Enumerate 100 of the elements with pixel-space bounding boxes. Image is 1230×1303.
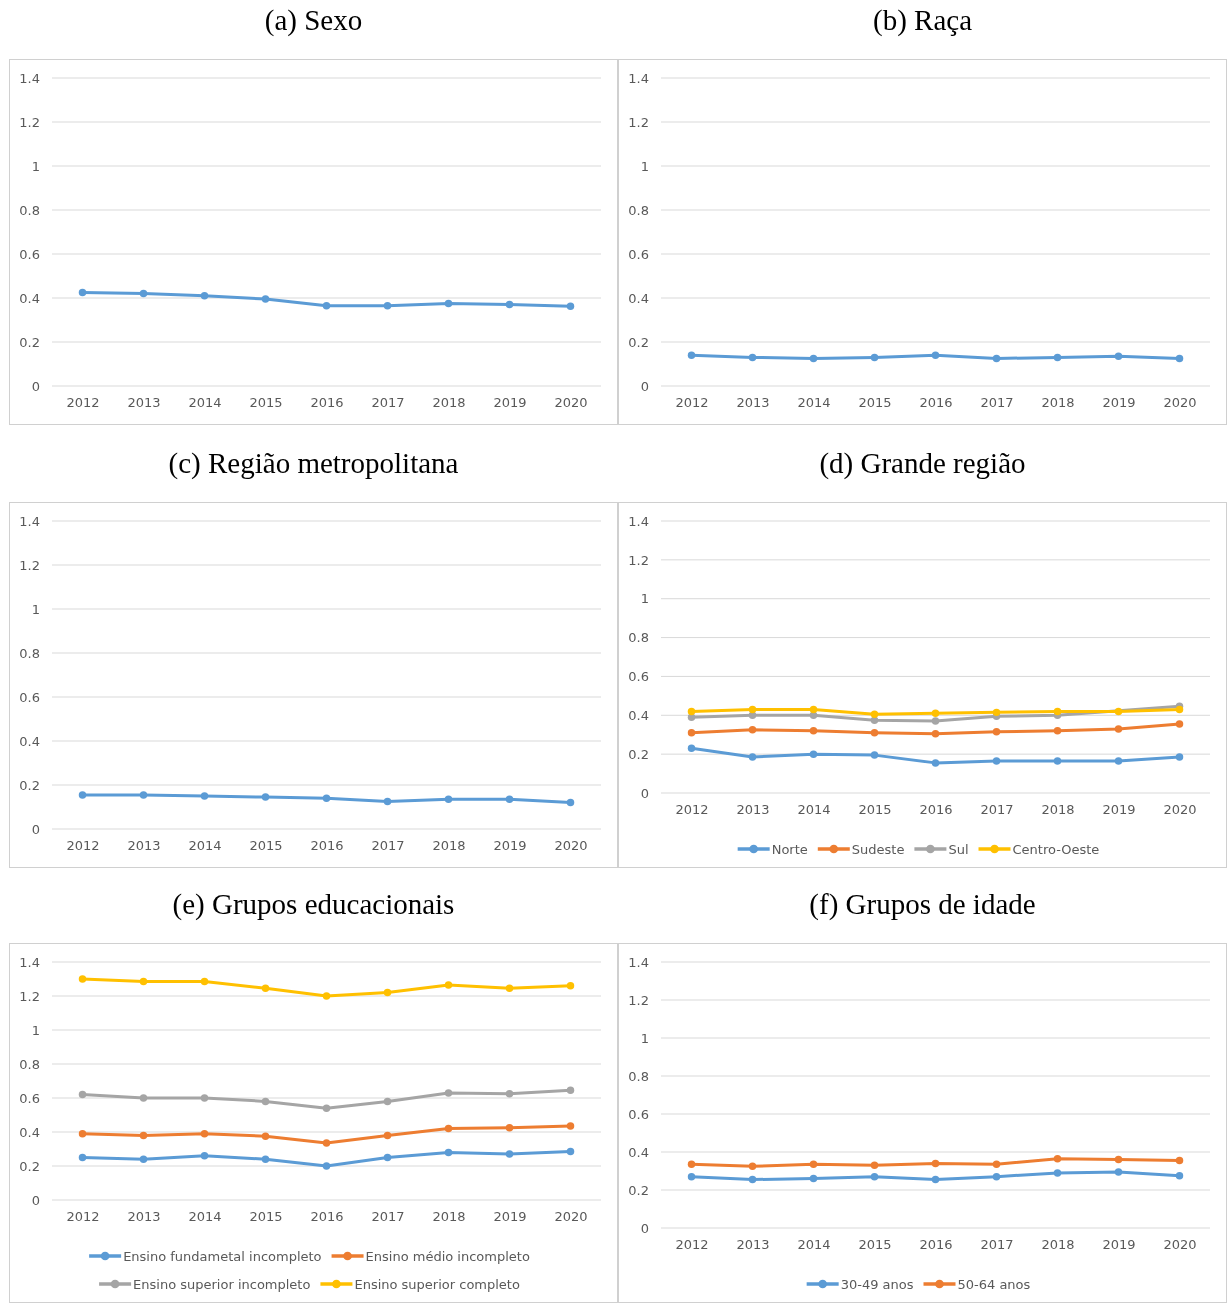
- y-tick-label: 0.4: [628, 1144, 649, 1160]
- x-tick-label: 2017: [371, 1209, 405, 1225]
- legend-label: 30-49 anos: [840, 1276, 914, 1292]
- x-tick-label: 2013: [736, 1237, 770, 1253]
- x-tick-label: 2013: [736, 395, 770, 411]
- point: [261, 295, 270, 303]
- point: [444, 795, 453, 804]
- point: [1053, 727, 1062, 735]
- point: [139, 1131, 148, 1140]
- point: [78, 1090, 87, 1099]
- y-tick-label: 0.4: [628, 290, 649, 306]
- point: [1114, 757, 1123, 765]
- point: [322, 992, 331, 1000]
- point: [383, 797, 392, 806]
- point: [261, 1097, 270, 1106]
- x-tick-label: 2018: [432, 1209, 466, 1225]
- y-tick-label: 0.8: [19, 1056, 40, 1072]
- y-tick-label: 1.4: [19, 513, 40, 529]
- point: [322, 794, 331, 802]
- legend-label: Ensino superior completo: [354, 1276, 520, 1292]
- point: [322, 1104, 331, 1112]
- y-tick-label: 1.4: [628, 954, 649, 970]
- y-tick-label: 0.2: [628, 1182, 649, 1198]
- point: [748, 726, 757, 734]
- x-tick-label: 2015: [249, 395, 283, 411]
- point: [261, 1132, 270, 1140]
- y-tick-label: 0.8: [628, 630, 649, 646]
- point: [1053, 1154, 1062, 1163]
- point: [139, 289, 148, 298]
- point: [1114, 1168, 1123, 1176]
- legend-label: 50-64 anos: [957, 1276, 1031, 1292]
- x-tick-label: 2013: [127, 395, 161, 411]
- point: [505, 1090, 514, 1098]
- y-tick-label: 0.6: [628, 669, 649, 685]
- point: [505, 984, 514, 993]
- y-tick-label: 0.2: [628, 746, 649, 762]
- x-tick-label: 2013: [127, 1209, 161, 1225]
- point: [139, 1094, 148, 1102]
- y-tick-label: 1.2: [628, 992, 649, 1008]
- point: [322, 301, 331, 310]
- y-tick-label: 0.6: [19, 1090, 40, 1106]
- point: [870, 1172, 879, 1181]
- point: [566, 1122, 575, 1130]
- y-tick-label: 1.2: [628, 552, 649, 568]
- y-tick-label: 0.8: [19, 645, 40, 661]
- y-tick-label: 0.8: [19, 202, 40, 218]
- x-tick-label: 2018: [432, 395, 466, 411]
- y-tick-label: 0.6: [19, 246, 40, 262]
- x-tick-label: 2019: [1102, 1237, 1136, 1253]
- x-tick-label: 2020: [1163, 395, 1197, 411]
- point: [139, 1155, 148, 1163]
- x-tick-label: 2019: [493, 1209, 527, 1225]
- x-tick-label: 2013: [127, 838, 161, 854]
- point: [931, 709, 940, 718]
- x-tick-label: 2017: [980, 1237, 1014, 1253]
- y-tick-label: 0: [640, 1220, 649, 1236]
- y-tick-label: 0.2: [19, 1158, 40, 1174]
- y-tick-label: 0: [31, 378, 40, 394]
- point: [566, 982, 575, 990]
- point: [870, 1161, 879, 1170]
- y-tick-label: 1.2: [19, 988, 40, 1004]
- y-tick-label: 0.2: [19, 777, 40, 793]
- point: [748, 1162, 757, 1170]
- point: [992, 757, 1001, 765]
- point: [505, 1124, 514, 1132]
- y-tick-label: 0.4: [19, 1124, 40, 1140]
- chart-title: (c) Região metropolitana: [167, 447, 460, 480]
- point: [200, 792, 209, 800]
- x-tick-label: 2016: [310, 395, 344, 411]
- point: [931, 717, 940, 725]
- x-tick-label: 2020: [554, 1209, 588, 1225]
- point: [444, 1089, 453, 1097]
- point: [809, 705, 818, 714]
- y-tick-label: 1: [31, 158, 40, 174]
- legend-label: Centro-Oeste: [1012, 841, 1100, 857]
- x-tick-label: 2013: [736, 802, 770, 818]
- x-tick-label: 2020: [1163, 802, 1197, 818]
- x-tick-label: 2016: [919, 802, 953, 818]
- point: [992, 708, 1001, 717]
- x-tick-label: 2017: [980, 802, 1014, 818]
- point: [1114, 707, 1123, 716]
- y-tick-label: 0: [31, 821, 40, 837]
- point: [687, 729, 696, 737]
- point: [322, 1162, 331, 1170]
- x-tick-label: 2017: [371, 838, 405, 854]
- chart-title: (e) Grupos educacionais: [171, 888, 456, 921]
- x-tick-label: 2018: [1041, 802, 1075, 818]
- x-tick-label: 2020: [554, 395, 588, 411]
- legend-label: Ensino superior incompleto: [133, 1276, 311, 1292]
- legend-label: Norte: [771, 841, 808, 857]
- point: [505, 1150, 514, 1158]
- y-tick-label: 0.2: [628, 334, 649, 350]
- x-tick-label: 2016: [919, 1237, 953, 1253]
- point: [566, 1147, 575, 1156]
- x-tick-label: 2012: [66, 838, 100, 854]
- point: [200, 1152, 209, 1160]
- point: [992, 1172, 1001, 1181]
- point: [870, 710, 879, 719]
- point: [1053, 1169, 1062, 1177]
- point: [383, 301, 392, 310]
